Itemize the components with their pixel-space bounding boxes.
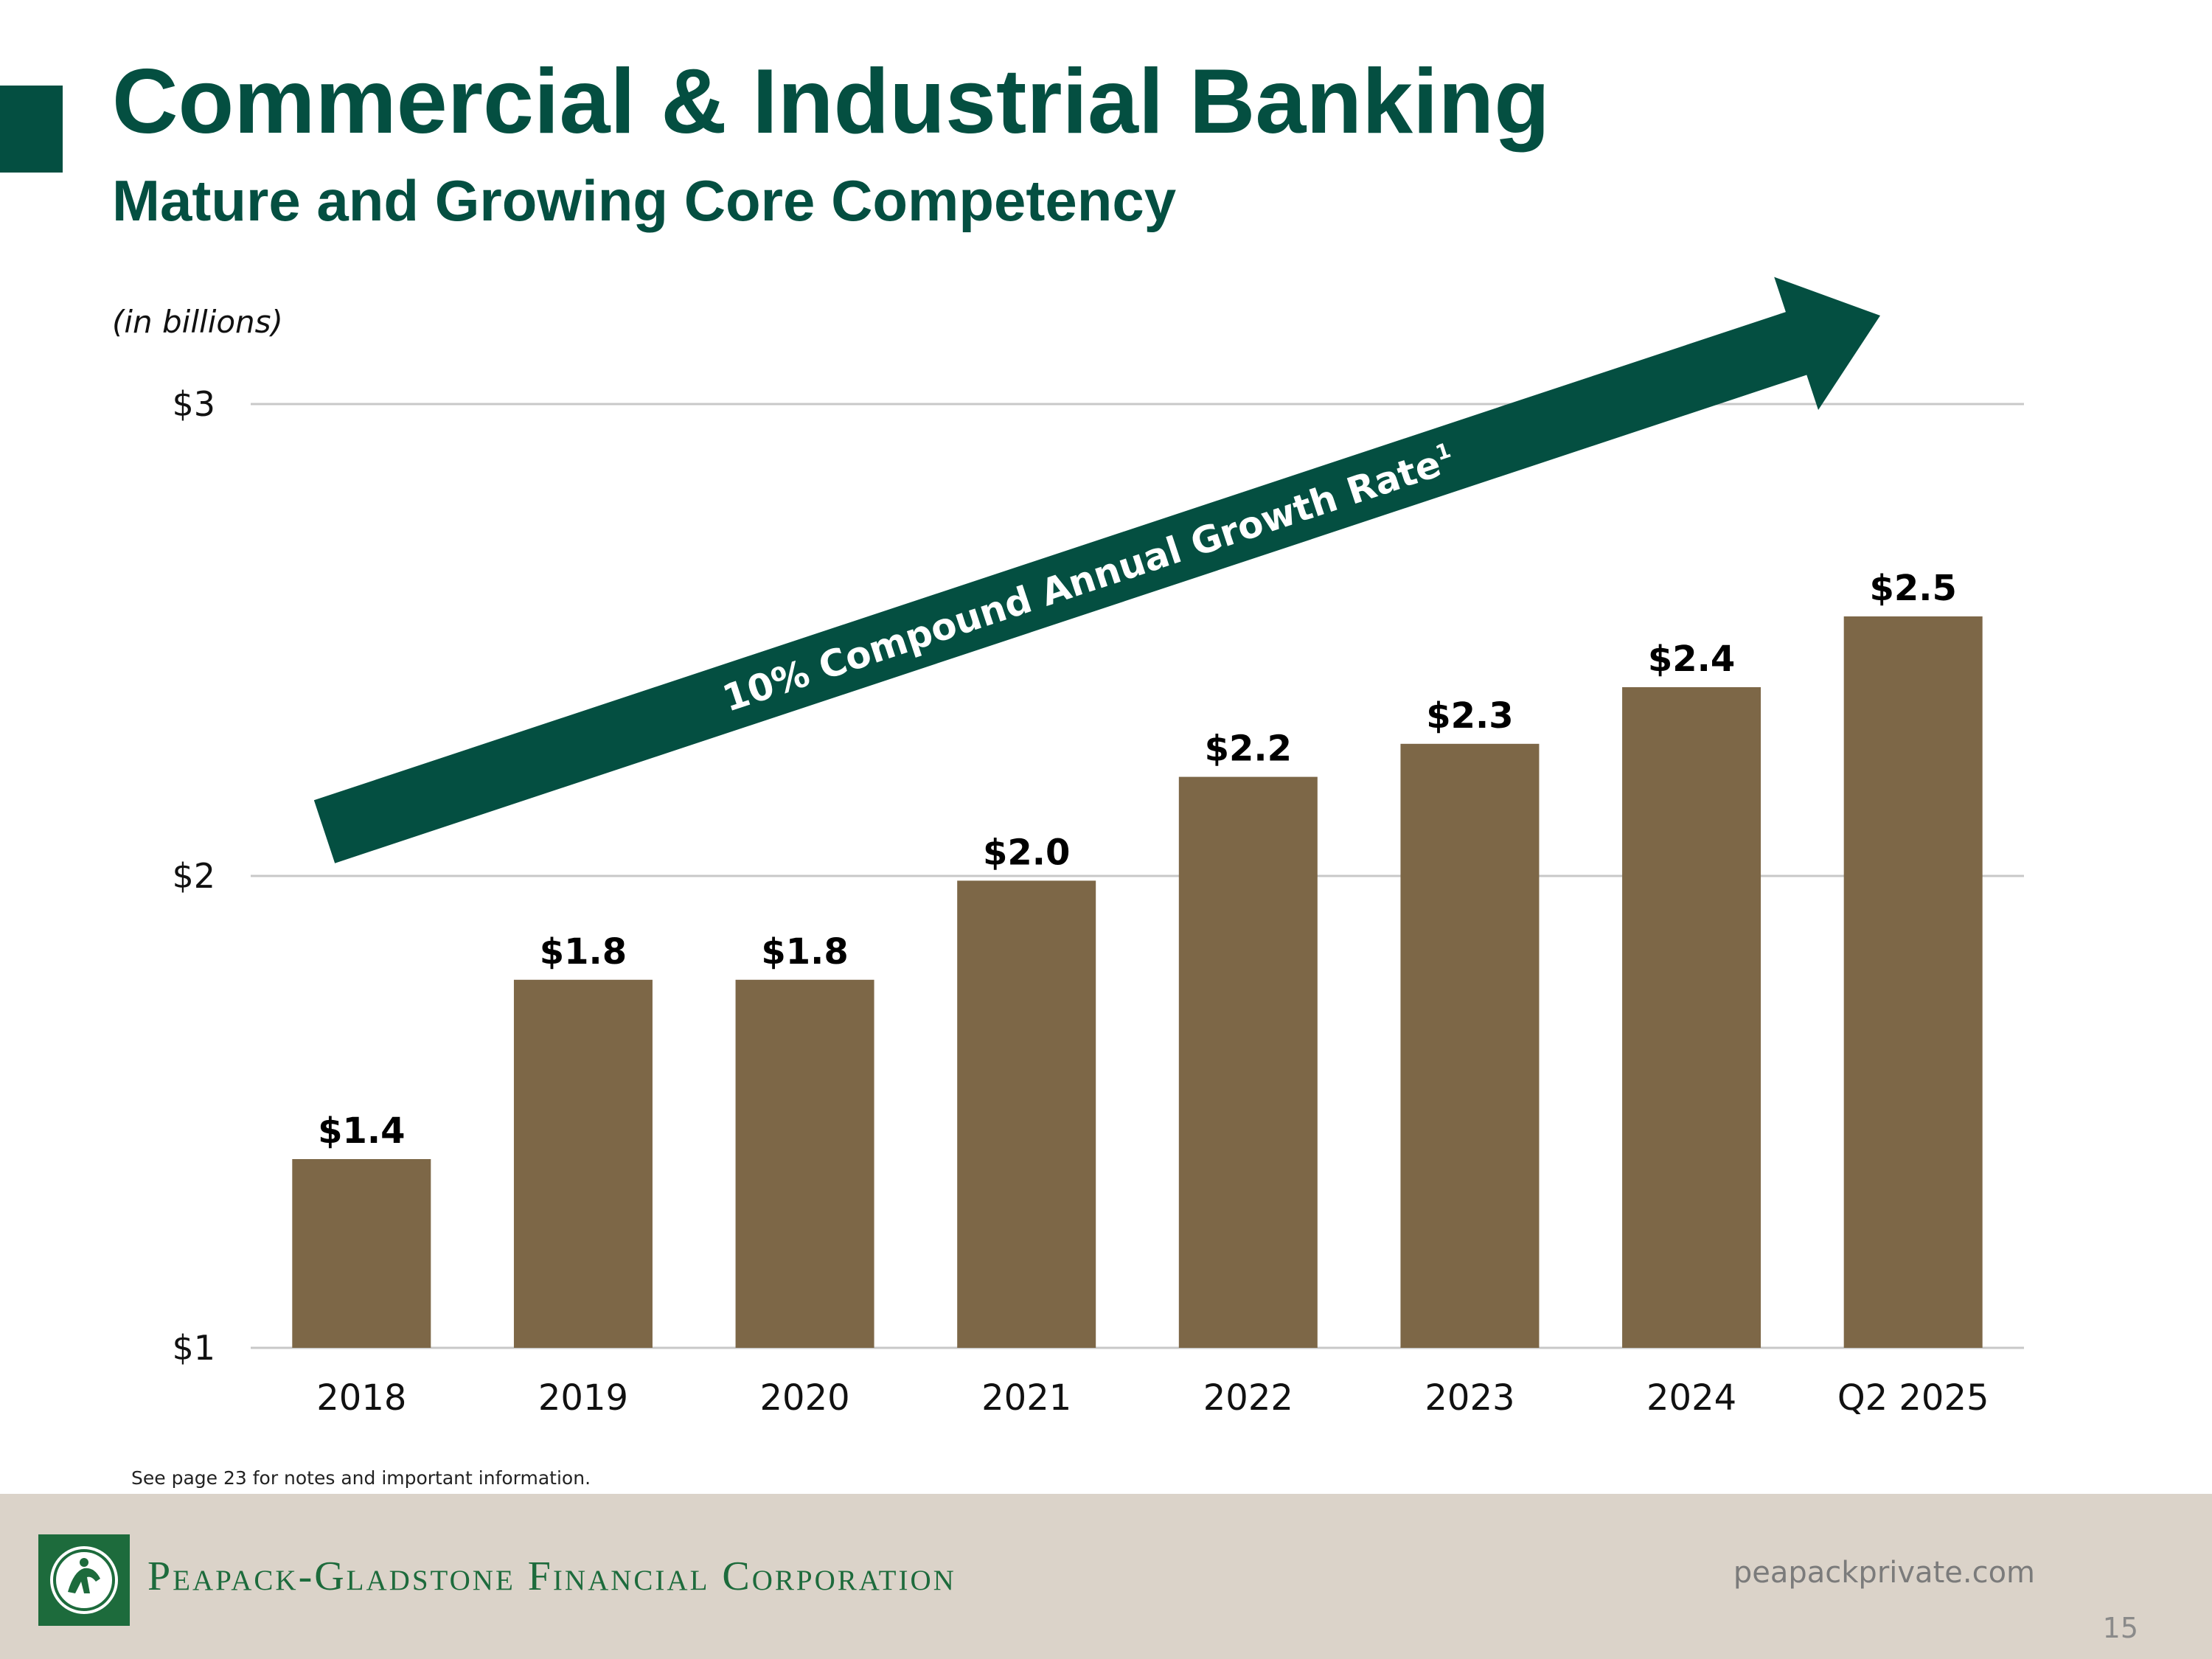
y-tick-label: $3 <box>172 384 215 424</box>
company-logo-icon <box>38 1534 130 1626</box>
title-accent-block <box>0 86 63 173</box>
company-name: Peapack-Gladstone Financial Corporation <box>147 1554 956 1599</box>
data-label: $2.3 <box>1426 695 1513 737</box>
data-label: $1.4 <box>318 1110 405 1152</box>
website-link[interactable]: peapackprivate.com <box>1733 1556 2035 1590</box>
x-tick-label: 2021 <box>981 1377 1071 1419</box>
x-tick-label: 2023 <box>1425 1377 1514 1419</box>
bar-chart: $1 $2 $3 $1.4 2018 $1.8 2019 $1.8 2020 $2.0 2021 $2… <box>172 276 2024 1419</box>
x-tick-label: 2024 <box>1646 1377 1736 1419</box>
units-note: (in billions) <box>112 304 283 340</box>
x-tick-label: 2018 <box>316 1377 406 1419</box>
bar <box>292 1159 431 1348</box>
bar <box>1843 616 1983 1348</box>
x-tick-label: 2019 <box>538 1377 628 1419</box>
bar <box>957 880 1096 1348</box>
arrow-body <box>313 276 1881 863</box>
data-label: $2.4 <box>1648 639 1735 680</box>
bar <box>735 979 874 1348</box>
labels: $1 $2 $3 $1.4 2018 $1.8 2019 $1.8 2020 $2.0 2021 $2… <box>172 384 1989 1419</box>
page-number: 15 <box>2102 1612 2138 1644</box>
data-label: $1.8 <box>761 931 848 973</box>
slide-subtitle: Mature and Growing Core Competency <box>112 168 1177 233</box>
y-tick-label: $2 <box>172 856 215 896</box>
footer-bar: Peapack-Gladstone Financial Corporation … <box>0 1494 2212 1659</box>
data-label: $2.0 <box>983 832 1070 873</box>
bar <box>1400 743 1540 1348</box>
bars <box>292 616 1983 1348</box>
bar <box>513 979 653 1348</box>
x-tick-label: 2022 <box>1203 1377 1293 1419</box>
cagr-annotation: 10% Compound Annual Growth Rate1 <box>717 438 1460 720</box>
bar <box>1622 687 1761 1348</box>
slide-title: Commercial & Industrial Banking <box>112 51 1550 153</box>
x-tick-label: Q2 2025 <box>1837 1377 1989 1419</box>
data-label: $2.2 <box>1205 728 1292 770</box>
data-label: $1.8 <box>540 931 627 973</box>
bar <box>1178 776 1318 1348</box>
data-label: $2.5 <box>1869 568 1956 609</box>
footnote: See page 23 for notes and important info… <box>131 1467 591 1489</box>
y-tick-label: $1 <box>172 1328 215 1368</box>
x-tick-label: 2020 <box>759 1377 849 1419</box>
